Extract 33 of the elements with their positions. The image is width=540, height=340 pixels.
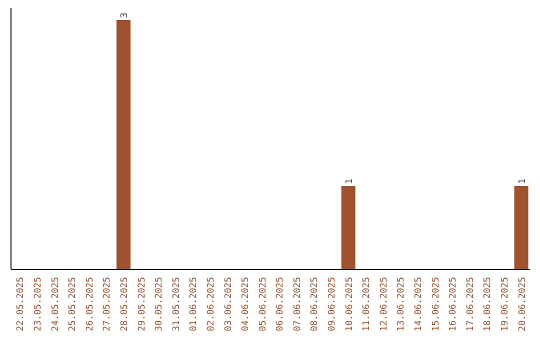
x-tick-label: 27.05.2025 [102, 277, 113, 332]
data-label: 3 [120, 12, 130, 18]
data-label: 1 [344, 178, 355, 184]
x-tick-label: 02.06.2025 [206, 277, 216, 332]
x-tick-label: 16.06.2025 [448, 277, 459, 332]
x-tick-label: 04.06.2025 [241, 277, 252, 332]
x-tick-label: 01.06.2025 [189, 277, 200, 332]
x-tick-label: 12.06.2025 [379, 277, 390, 332]
x-tick-label: 08.06.2025 [310, 277, 320, 332]
data-label: 1 [518, 178, 528, 184]
x-tick-label: 11.06.2025 [362, 277, 372, 332]
x-tick-label: 31.05.2025 [172, 277, 182, 332]
x-tick-label: 10.06.2025 [344, 277, 355, 332]
x-tick-label: 30.05.2025 [154, 277, 165, 332]
x-tick-label: 23.05.2025 [34, 277, 44, 332]
x-tick-label: 25.05.2025 [68, 277, 78, 332]
x-tick-label: 24.05.2025 [50, 277, 61, 332]
x-tick-label: 13.06.2025 [396, 277, 407, 332]
x-tick-label: 22.05.2025 [16, 277, 26, 332]
x-tick-label: 29.05.2025 [137, 277, 148, 332]
x-tick-label: 26.05.2025 [85, 277, 96, 332]
x-tick-label: 17.06.2025 [466, 277, 476, 332]
x-tick-label: 14.06.2025 [414, 277, 424, 332]
x-tick-label: 28.05.2025 [120, 277, 130, 332]
x-tick-label: 09.06.2025 [328, 277, 338, 332]
x-tick-label: 07.06.2025 [292, 277, 303, 332]
x-tick-label: 19.06.2025 [500, 277, 510, 332]
x-tick-label: 05.06.2025 [258, 277, 268, 332]
x-tick-label: 15.06.2025 [431, 277, 442, 332]
x-tick-label: 03.06.2025 [224, 277, 234, 332]
x-tick-label: 06.06.2025 [276, 277, 286, 332]
x-tick-label: 20.06.2025 [518, 277, 528, 332]
x-tick-label: 18.06.2025 [483, 277, 494, 332]
